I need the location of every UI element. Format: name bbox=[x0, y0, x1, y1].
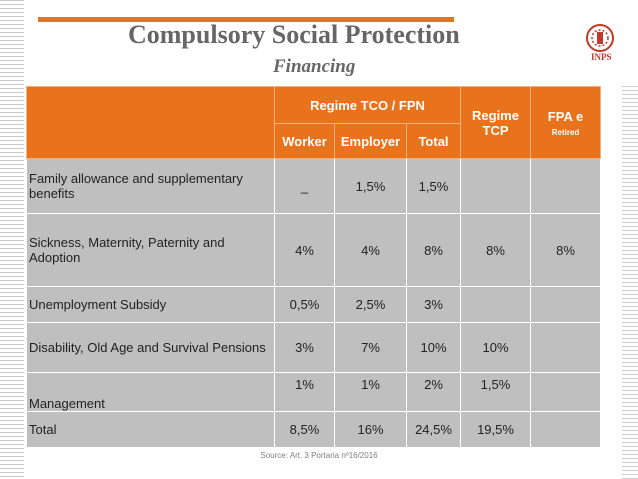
table-row: Family allowance and supplementary benef… bbox=[26, 158, 601, 214]
cell-fpa bbox=[530, 158, 601, 214]
cell-total: 1,5% bbox=[406, 158, 461, 214]
cell-employer: 1% bbox=[334, 372, 407, 412]
row-label: Total bbox=[26, 411, 275, 448]
inps-logo-icon bbox=[586, 24, 614, 52]
cell-employer: 7% bbox=[334, 322, 407, 373]
slide-subtitle: Financing bbox=[273, 56, 356, 77]
cell-total: 10% bbox=[406, 322, 461, 373]
row-label: Family allowance and supplementary benef… bbox=[26, 158, 275, 214]
cell-fpa bbox=[530, 411, 601, 448]
cell-tcp: 10% bbox=[460, 322, 531, 373]
header-fpa-title: FPA e bbox=[547, 108, 584, 124]
table-row: Disability, Old Age and Survival Pension… bbox=[26, 322, 601, 373]
row-label: Management bbox=[26, 372, 275, 412]
slide-title: Compulsory Social Protection bbox=[128, 20, 460, 49]
left-stripe-decoration bbox=[0, 0, 24, 479]
right-stripe-decoration bbox=[622, 86, 638, 479]
cell-tcp: 19,5% bbox=[460, 411, 531, 448]
header-fpa: FPA e Retired bbox=[530, 86, 601, 159]
header-regime-tco-fpn: Regime TCO / FPN bbox=[274, 86, 461, 124]
source-note: Source: Art. 3 Portaria nº16/2016 bbox=[260, 451, 378, 460]
cell-worker: 0,5% bbox=[274, 286, 335, 323]
header-regime-tcp: Regime TCP bbox=[460, 86, 531, 159]
cell-fpa bbox=[530, 286, 601, 323]
header-worker: Worker bbox=[274, 123, 335, 159]
cell-employer: 4% bbox=[334, 213, 407, 287]
cell-tcp bbox=[460, 286, 531, 323]
title-accent-line bbox=[38, 17, 454, 22]
table-row: Total 8,5% 16% 24,5% 19,5% bbox=[26, 411, 601, 448]
cell-tcp: 8% bbox=[460, 213, 531, 287]
cell-worker: 8,5% bbox=[274, 411, 335, 448]
table-row: Management 1% 1% 2% 1,5% bbox=[26, 372, 601, 412]
cell-tcp: 1,5% bbox=[460, 372, 531, 412]
cell-total: 3% bbox=[406, 286, 461, 323]
cell-tcp bbox=[460, 158, 531, 214]
cell-employer: 16% bbox=[334, 411, 407, 448]
cell-fpa: 8% bbox=[530, 213, 601, 287]
cell-worker: 1% bbox=[274, 372, 335, 412]
cell-worker: 4% bbox=[274, 213, 335, 287]
cell-total: 24,5% bbox=[406, 411, 461, 448]
cell-total: 8% bbox=[406, 213, 461, 287]
cell-fpa bbox=[530, 322, 601, 373]
financing-table: Regime TCO / FPN Regime TCP FPA e Retire… bbox=[26, 86, 601, 448]
header-total: Total bbox=[406, 123, 461, 159]
row-label: Unemployment Subsidy bbox=[26, 286, 275, 323]
header-employer: Employer bbox=[334, 123, 407, 159]
row-label: Sickness, Maternity, Paternity and Adopt… bbox=[26, 213, 275, 287]
table-row: Sickness, Maternity, Paternity and Adopt… bbox=[26, 213, 601, 287]
logo-label: INPS bbox=[591, 52, 612, 62]
cell-total: 2% bbox=[406, 372, 461, 412]
cell-worker: 3% bbox=[274, 322, 335, 373]
cell-employer: 1,5% bbox=[334, 158, 407, 214]
cell-fpa bbox=[530, 372, 601, 412]
header-blank bbox=[26, 86, 275, 159]
cell-worker: _ bbox=[274, 158, 335, 214]
cell-employer: 2,5% bbox=[334, 286, 407, 323]
header-fpa-sub: Retired bbox=[551, 127, 580, 137]
table-row: Unemployment Subsidy 0,5% 2,5% 3% bbox=[26, 286, 601, 323]
row-label: Disability, Old Age and Survival Pension… bbox=[26, 322, 275, 373]
